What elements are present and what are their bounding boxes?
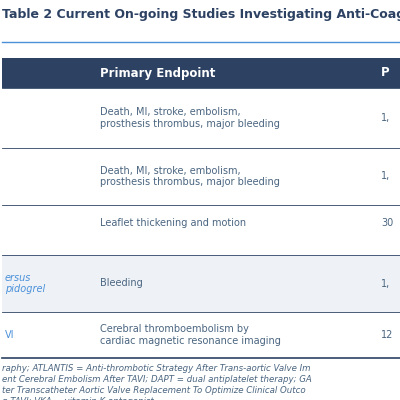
Text: Leaflet thickening and motion: Leaflet thickening and motion <box>100 218 246 228</box>
Text: ter Transcatheter Aortic Valve Replacement To Optimize Clinical Outco: ter Transcatheter Aortic Valve Replaceme… <box>2 386 306 395</box>
Text: VI: VI <box>5 330 14 340</box>
Text: Death, MI, stroke, embolism,
prosthesis thrombus, major bleeding: Death, MI, stroke, embolism, prosthesis … <box>100 166 280 187</box>
Text: Bleeding: Bleeding <box>100 278 143 288</box>
Text: Death, MI, stroke, embolism,
prosthesis thrombus, major bleeding: Death, MI, stroke, embolism, prosthesis … <box>100 107 280 129</box>
Bar <box>2 205 400 240</box>
Text: 1,: 1, <box>381 172 390 182</box>
Text: 30: 30 <box>381 218 393 228</box>
Text: Primary Endpoint: Primary Endpoint <box>100 66 215 80</box>
Text: Table 2 Current On-going Studies Investigating Anti-Coagulant/Anti-Platelet Stra: Table 2 Current On-going Studies Investi… <box>2 8 400 21</box>
Text: P: P <box>381 66 390 80</box>
Text: ent Cerebral Embolism After TAVI; DAPT = dual antiplatelet therapy; GA: ent Cerebral Embolism After TAVI; DAPT =… <box>2 375 312 384</box>
Bar <box>2 312 400 358</box>
Text: g TAVI; VKA = vitamin K antagonist.: g TAVI; VKA = vitamin K antagonist. <box>2 397 156 400</box>
Bar <box>2 88 400 148</box>
Text: raphy; ATLANTIS = Anti-thrombotic Strategy After Trans-aortic Valve Im: raphy; ATLANTIS = Anti-thrombotic Strate… <box>2 364 310 373</box>
Text: 1,: 1, <box>381 113 390 123</box>
Bar <box>2 148 400 205</box>
Text: 12: 12 <box>381 330 393 340</box>
Text: ersus
pidogrel: ersus pidogrel <box>5 273 45 294</box>
Bar <box>2 255 400 312</box>
Text: 1,: 1, <box>381 278 390 288</box>
Bar <box>2 58 400 88</box>
Text: Cerebral thromboembolism by
cardiac magnetic resonance imaging: Cerebral thromboembolism by cardiac magn… <box>100 324 281 346</box>
